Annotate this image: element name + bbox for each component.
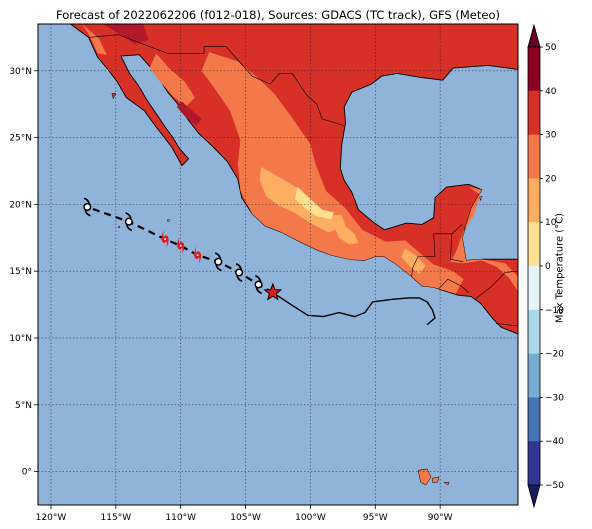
colorbar-level — [528, 266, 540, 311]
socorro-island — [166, 218, 170, 222]
temp-zone-sinaloa — [176, 101, 202, 126]
hurricane-icon — [161, 230, 169, 249]
colorbar-level — [528, 134, 540, 179]
colorbar-extend-top — [527, 23, 541, 48]
hurricane-icon — [194, 246, 202, 265]
colorbar-tick-label: −40 — [545, 437, 564, 447]
lat-tick-label: 0° — [22, 468, 32, 478]
lon-tick-label: 95°W — [363, 513, 388, 523]
country-border-3 — [450, 233, 464, 263]
storm-arm-top — [83, 197, 91, 205]
temp-zone-baja-north — [82, 24, 107, 55]
colorbar-level — [528, 90, 540, 136]
storm-past-track — [272, 292, 436, 326]
colorbar-label: Max Temperature (°C) — [554, 212, 566, 324]
temp-zone-sonora — [149, 53, 195, 107]
temp-zone-oaxaca — [335, 223, 359, 245]
cedros-island — [111, 93, 117, 100]
storm-arm-bottom — [125, 223, 133, 232]
storm-arm-top — [214, 252, 222, 260]
country-border-5 — [475, 270, 518, 300]
colorbar-level — [528, 353, 540, 398]
lon-tick-label: 110°W — [165, 513, 196, 523]
axis-ticks: 120°W 115°W 110°W 105°W 100°W 95°W 90°W 30°N 25°… — [9, 67, 452, 523]
colorbar-tick-label: 0 — [545, 262, 551, 272]
lat-tick-label: 20°N — [9, 200, 32, 210]
country-border-4 — [438, 278, 469, 293]
storm-arm-bottom — [236, 274, 243, 282]
country-border-1 — [88, 34, 345, 126]
tropical-storm-icon — [235, 263, 244, 282]
lat-tick-label: 30°N — [9, 67, 32, 77]
lon-tick-label: 105°W — [230, 513, 261, 523]
tropical-storm-icon — [214, 252, 223, 272]
lon-tick-label: 90°W — [428, 513, 453, 523]
storm-arm-top — [235, 263, 243, 271]
colorbar-level — [528, 47, 540, 92]
lon-tick-label: 115°W — [101, 513, 132, 523]
storm-arm-top — [255, 275, 262, 283]
colorbar-level — [528, 222, 540, 267]
temp-zone-caribbean-coast — [450, 187, 518, 292]
temp-zone-sonoran-desert — [102, 24, 149, 44]
colorbar-tick-label: −50 — [545, 481, 564, 491]
temp-zone-chiapas — [401, 248, 426, 274]
colorbar-tick-label: 40 — [545, 87, 557, 97]
colorbar-tick-label: −20 — [545, 350, 564, 360]
storm-arm-bottom — [215, 264, 222, 272]
hurricane-icon — [177, 236, 185, 255]
tropical-storm-icon — [254, 275, 263, 294]
tropical-storm-icon — [83, 197, 92, 217]
galapagos-island-3 — [443, 482, 450, 486]
colorbar-level — [528, 309, 540, 355]
temp-zone-mexico-city — [294, 187, 334, 220]
storm-core — [214, 257, 223, 266]
storm-core — [254, 280, 263, 289]
storm-core — [235, 268, 244, 277]
colorbar-extend-bottom — [527, 484, 541, 509]
country-border-6 — [495, 323, 518, 327]
colorbar-tick-label: 30 — [545, 131, 557, 141]
map-frame — [37, 23, 519, 506]
lat-tick-label: 25°N — [9, 134, 32, 144]
storm-core — [83, 202, 92, 212]
tropical-storm-icon — [124, 212, 133, 232]
map-title: Forecast of 2022062206 (f012-018), Sourc… — [56, 8, 500, 22]
colorbar-tick-label: 20 — [545, 174, 557, 184]
hurricane-eye — [196, 254, 199, 257]
colorbar-tick-label: 10 — [545, 218, 557, 228]
lat-tick-label: 10°N — [9, 334, 32, 344]
colorbar-level — [528, 441, 540, 486]
colorbar-tick-label: 50 — [545, 43, 557, 53]
lat-tick-label: 5°N — [15, 401, 32, 411]
storm-arm-bottom — [84, 209, 91, 217]
temp-zone-highlands — [201, 52, 464, 294]
colorbar-tick-label: −10 — [545, 306, 564, 316]
storm-arm-top — [125, 212, 132, 220]
galapagos-island-1 — [417, 468, 432, 486]
lat-tick-label: 15°N — [9, 267, 32, 277]
galapagos-island-2 — [432, 476, 440, 483]
map-plot-area — [38, 24, 518, 505]
current-position-star-icon — [263, 282, 283, 301]
colorbar-tick-label: −30 — [545, 393, 564, 403]
storm-arm-bottom — [255, 286, 262, 294]
clarion-island — [117, 225, 121, 229]
lon-tick-label: 100°W — [295, 513, 326, 523]
lon-tick-label: 120°W — [36, 513, 67, 523]
storm-core — [124, 217, 133, 226]
hurricane-eye — [164, 238, 167, 241]
cozumel-island — [479, 196, 483, 202]
colorbar-level — [528, 397, 540, 442]
colorbar: 50 40 30 20 10 0 −10 −20 −30 −40 −50 — [527, 23, 564, 509]
colorbar-level — [528, 178, 540, 223]
hurricane-eye — [179, 244, 182, 247]
